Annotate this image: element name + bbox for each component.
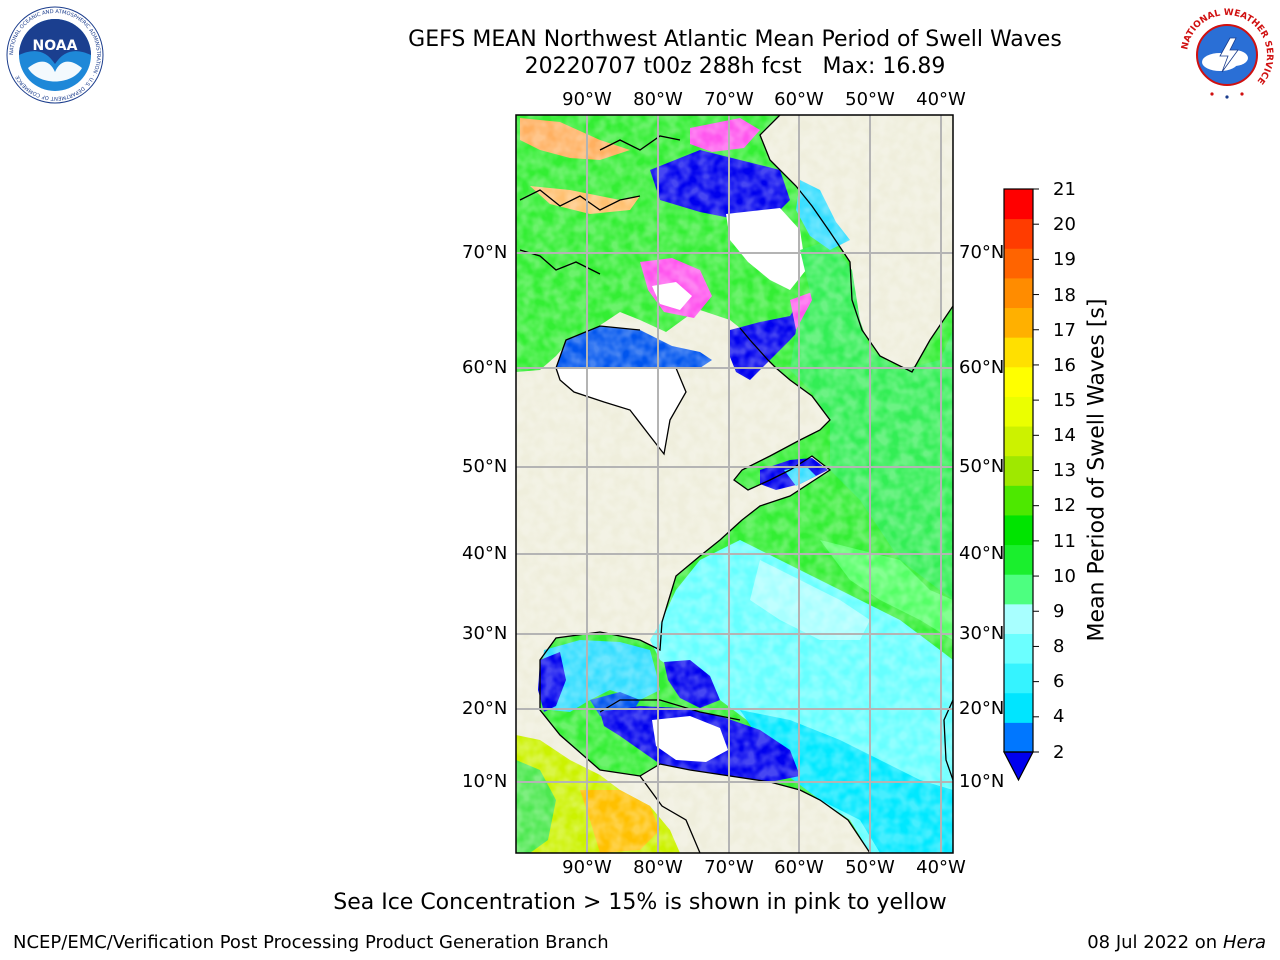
lon-label-top-80w: 80°W	[633, 89, 683, 110]
lat-label-right-10n: 10°N	[959, 771, 1005, 792]
speckle-texture	[516, 115, 953, 853]
colorbar-tick-label: 11	[1053, 531, 1076, 552]
footer-producer: NCEP/EMC/Verification Post Processing Pr…	[13, 932, 609, 953]
colorbar-tick-label: 2	[1053, 742, 1065, 763]
colorbar-tick-label: 4	[1053, 706, 1065, 727]
colorbar-extend-arrow	[1003, 751, 1034, 782]
lat-label-left-60n: 60°N	[462, 357, 508, 378]
nws-logo: NATIONAL WEATHER SERVICE	[1178, 6, 1276, 104]
colorbar-segment	[1004, 218, 1033, 249]
lon-label-top-40w: 40°W	[916, 89, 966, 110]
colorbar-segment	[1004, 574, 1033, 605]
lon-label-bottom-60w: 60°W	[774, 857, 824, 878]
colorbar-segment	[1004, 426, 1033, 457]
colorbar-segment	[1004, 514, 1033, 546]
gridlines	[516, 115, 953, 853]
lat-label-left-70n: 70°N	[462, 242, 508, 263]
map-panel	[516, 115, 953, 853]
lat-label-right-30n: 30°N	[959, 623, 1005, 644]
colorbar-segment	[1004, 485, 1033, 516]
lon-label-bottom-70w: 70°W	[704, 857, 754, 878]
colorbar-segment	[1004, 337, 1033, 368]
colorbar-tick-label: 17	[1053, 320, 1076, 341]
lon-label-top-60w: 60°W	[774, 89, 824, 110]
colorbar-segment	[1004, 455, 1033, 486]
lat-label-right-70n: 70°N	[959, 242, 1005, 263]
footer-host: Hera	[1222, 932, 1266, 953]
lat-label-left-20n: 20°N	[462, 698, 508, 719]
colorbar-segment	[1004, 277, 1033, 309]
lon-label-bottom-50w: 50°W	[845, 857, 895, 878]
footer-date-text: 08 Jul 2022 on	[1087, 932, 1223, 953]
lat-label-left-30n: 30°N	[462, 623, 508, 644]
title-line-1: GEFS MEAN Northwest Atlantic Mean Period…	[408, 27, 1062, 52]
colorbar-tick-label: 19	[1053, 249, 1076, 270]
colorbar-tick-label: 8	[1053, 636, 1065, 657]
footer-date: 08 Jul 2022 on Hera	[1087, 932, 1266, 953]
colorbar-segment	[1004, 307, 1033, 338]
colorbar-tick-label: 13	[1053, 460, 1076, 481]
colorbar-segment	[1004, 633, 1033, 664]
noaa-logo: NATIONAL OCEANIC AND ATMOSPHERIC ADMINIS…	[6, 6, 104, 104]
lat-label-right-20n: 20°N	[959, 698, 1005, 719]
colorbar-tick-label: 12	[1053, 495, 1076, 516]
colorbar-tick-label: 16	[1053, 355, 1076, 376]
lon-label-top-90w: 90°W	[562, 89, 612, 110]
lon-label-bottom-40w: 40°W	[916, 857, 966, 878]
lat-label-right-50n: 50°N	[959, 456, 1005, 477]
colorbar-segment	[1004, 603, 1033, 634]
noaa-logo-text: NOAA	[33, 38, 78, 54]
colorbar-segment	[1004, 692, 1033, 723]
lon-label-top-50w: 50°W	[845, 89, 895, 110]
lat-label-right-40n: 40°N	[959, 543, 1005, 564]
lat-label-left-10n: 10°N	[462, 771, 508, 792]
colorbar-segment	[1004, 544, 1033, 575]
lat-label-left-50n: 50°N	[462, 456, 508, 477]
figure-title: GEFS MEAN Northwest Atlantic Mean Period…	[0, 26, 1280, 80]
colorbar-segment	[1004, 189, 1033, 220]
colorbar-tick-label: 14	[1053, 425, 1076, 446]
ice-caption: Sea Ice Concentration > 15% is shown in …	[333, 890, 947, 915]
colorbar-tick-label: 21	[1053, 179, 1076, 200]
colorbar	[1003, 188, 1039, 782]
colorbar-segment	[1004, 248, 1033, 279]
colorbar-segment	[1004, 396, 1033, 427]
colorbar-tick-label: 10	[1053, 566, 1076, 587]
lon-label-bottom-90w: 90°W	[562, 857, 612, 878]
title-line-2: 20220707 t00z 288h fcst Max: 16.89	[524, 54, 946, 79]
colorbar-segment	[1004, 663, 1033, 694]
lat-label-left-40n: 40°N	[462, 543, 508, 564]
colorbar-segment	[1004, 722, 1033, 753]
colorbar-title: Mean Period of Swell Waves [s]	[1084, 298, 1110, 642]
colorbar-tick-label: 6	[1053, 671, 1065, 692]
colorbar-segment	[1004, 366, 1033, 397]
lat-label-right-60n: 60°N	[959, 357, 1005, 378]
colorbar-tick-label: 20	[1053, 214, 1076, 235]
colorbar-tick-label: 18	[1053, 285, 1076, 306]
lon-label-bottom-80w: 80°W	[633, 857, 683, 878]
map-frame	[515, 114, 954, 854]
lon-label-top-70w: 70°W	[704, 89, 754, 110]
colorbar-tick-label: 15	[1053, 390, 1076, 411]
colorbar-tick-label: 9	[1053, 601, 1065, 622]
